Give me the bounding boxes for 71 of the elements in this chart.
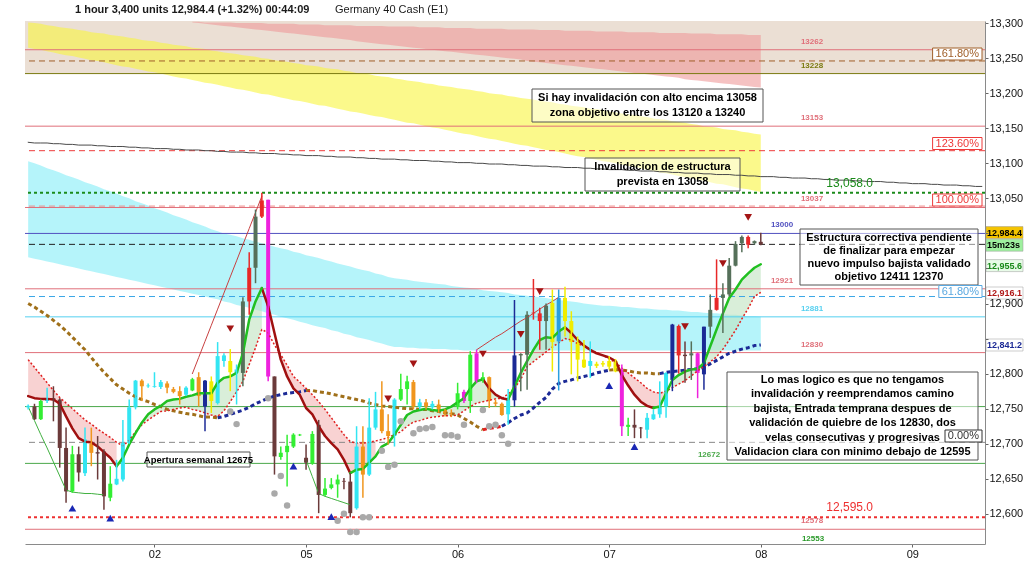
point — [498, 432, 506, 439]
annotation: Invalidacion de estructura prevista en 13058 — [594, 160, 732, 187]
text: 12,841.2 — [987, 340, 1023, 350]
y-tick-label: 13,250 — [989, 51, 1024, 64]
text: 12,916.1 — [987, 288, 1023, 298]
point — [365, 514, 373, 521]
point — [347, 528, 354, 536]
y-tick-label: 13,050 — [989, 191, 1024, 204]
ref-line-label: 12,595.0 — [826, 500, 874, 515]
annotation: 0.00% — [947, 429, 980, 441]
point — [271, 490, 278, 497]
y-tick-label: 12,650 — [989, 472, 1024, 485]
x-tick-label: 05 — [300, 547, 313, 560]
y-tick-label: 12,600 — [989, 507, 1024, 520]
text: 15m23s — [987, 240, 1021, 251]
y-tick-label: 12,800 — [989, 367, 1024, 380]
point — [359, 514, 367, 521]
annotation: 61.80% — [941, 284, 980, 297]
ref-line-label: 12830 — [800, 339, 824, 349]
annotation: 161.80% — [935, 47, 980, 59]
point — [744, 213, 753, 221]
ref-line-label: 13153 — [800, 113, 824, 123]
candlestick — [95, 435, 100, 481]
text: 12,984.4 — [987, 227, 1023, 238]
point — [289, 462, 298, 470]
y-tick-label: 12,900 — [989, 297, 1024, 310]
y-tick-label: 13,300 — [989, 16, 1024, 29]
point — [277, 472, 285, 480]
ref-line-label: 12672 — [697, 450, 721, 460]
annotation: Si hay invalidación con alto encima 13058 zona objetivo entre los 13120 a 13240 — [538, 91, 757, 118]
point — [492, 421, 499, 429]
annotation: Estructura correctiva pendiente de finalizar para empezar nuevo impulso bajista validado objetivo 12411 12370 — [806, 230, 972, 282]
ref-line-label: 12921 — [770, 275, 794, 285]
annotation: 123.60% — [935, 136, 980, 149]
x-tick-label: 09 — [906, 547, 919, 560]
point — [485, 422, 493, 430]
ref-line-label: 12578 — [800, 516, 824, 526]
point — [327, 513, 336, 521]
line-series — [27, 141, 983, 187]
x-tick-label: 07 — [603, 547, 616, 560]
ref-line-label: 13037 — [800, 194, 824, 204]
point — [283, 502, 291, 509]
point — [353, 528, 360, 536]
point — [535, 288, 544, 295]
x-tick-label: 08 — [755, 547, 768, 560]
y-tick-label: 13,200 — [989, 86, 1024, 99]
point — [504, 440, 512, 447]
point — [630, 443, 639, 450]
x-tick-label: 06 — [452, 547, 465, 560]
point — [340, 510, 348, 518]
point — [681, 323, 689, 331]
ref-line-label: 13,058.0 — [826, 175, 874, 190]
ref-line-label: 13000 — [770, 220, 794, 230]
y-tick-label: 13,100 — [989, 156, 1024, 169]
text: 12,955.6 — [987, 260, 1023, 271]
ref-line-label: 12881 — [800, 303, 824, 313]
x-tick-label: 02 — [148, 547, 162, 560]
y-tick-label: 12,700 — [989, 437, 1024, 450]
point — [719, 260, 727, 267]
y-tick-label: 13,150 — [989, 121, 1024, 134]
chart-subtitle: 1 hour 3,400 units 12,984.4 (+1.32%) 00:44:09 — [75, 3, 310, 15]
annotation: 12553 — [801, 534, 825, 543]
annotation: 100.00% — [935, 193, 980, 205]
ref-line-label: 13228 — [800, 60, 824, 70]
point — [409, 360, 418, 368]
y-tick-label: 12,750 — [989, 402, 1024, 415]
point — [68, 504, 77, 512]
ref-line-label: 13262 — [800, 36, 824, 46]
chart-title: Germany 40 Cash (E1) — [335, 3, 449, 15]
point — [334, 517, 341, 525]
annotation: Apertura semanal 12675 — [143, 453, 254, 465]
